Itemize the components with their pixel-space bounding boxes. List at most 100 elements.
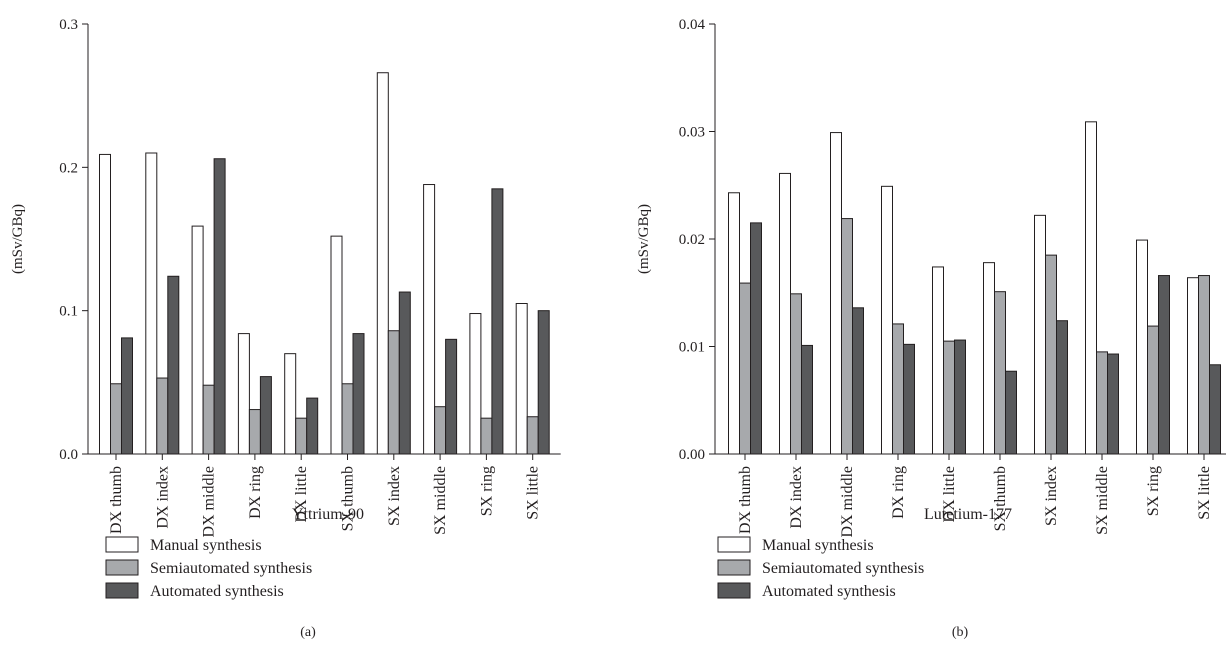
bar-manual-synthesis <box>515 303 528 455</box>
y-tick-label: 0.00 <box>679 447 705 463</box>
bar-semiautomated-synthesis <box>1147 325 1159 455</box>
category-label: DX little <box>941 466 958 522</box>
category-label: SX ring <box>1145 466 1162 516</box>
y-tick-label: 0.01 <box>679 340 705 356</box>
legend: Manual synthesis Semiautomated synthesis A… <box>717 536 924 600</box>
bar-semiautomated-synthesis <box>1198 275 1210 455</box>
bar-automated-synthesis <box>398 291 411 455</box>
y-tick-label: 0.02 <box>679 232 705 248</box>
panel-label: (a) <box>300 625 316 640</box>
category-label: SX thumb <box>992 466 1009 531</box>
bar-manual-synthesis <box>284 353 297 455</box>
bar-semiautomated-synthesis <box>790 293 802 455</box>
bar-automated-synthesis <box>903 343 915 455</box>
bar-manual-synthesis <box>830 132 842 455</box>
category-label: DX ring <box>247 466 264 519</box>
bar-semiautomated-synthesis <box>841 218 853 455</box>
bar-automated-synthesis <box>1107 353 1119 455</box>
bar-semiautomated-synthesis <box>202 384 215 455</box>
y-tick-label: 0.03 <box>679 125 705 141</box>
bar-manual-synthesis <box>330 235 343 455</box>
legend-swatch <box>717 559 751 576</box>
bar-automated-synthesis <box>121 337 133 455</box>
bar-semiautomated-synthesis <box>1045 254 1057 455</box>
bar-manual-synthesis <box>376 72 389 455</box>
legend-label: Semiautomated synthesis <box>150 560 312 577</box>
bar-semiautomated-synthesis <box>295 417 308 455</box>
chart-panel-b: 0.00 0.01 0.02 0.03 0.04 (mSv/GBq) DX thumb DX … <box>636 17 1226 640</box>
bar-manual-synthesis <box>1136 239 1148 455</box>
bar-semiautomated-synthesis <box>387 330 400 455</box>
bar-automated-synthesis <box>1005 370 1017 455</box>
bar-automated-synthesis <box>445 338 458 455</box>
bar-manual-synthesis <box>1187 277 1199 455</box>
bar-semiautomated-synthesis <box>156 377 169 455</box>
bar-semiautomated-synthesis <box>526 416 539 455</box>
legend-swatch <box>717 536 751 553</box>
legend-label: Manual synthesis <box>762 537 874 554</box>
y-tick-label: 0.1 <box>59 304 78 320</box>
bar-semiautomated-synthesis <box>434 406 447 455</box>
bar-manual-synthesis <box>99 153 111 455</box>
bar-automated-synthesis <box>491 188 504 455</box>
bar-semiautomated-synthesis <box>248 409 261 455</box>
legend-swatch <box>105 559 139 576</box>
legend: Manual synthesis Semiautomated synthesis A… <box>105 536 312 600</box>
y-tick-label: 0.0 <box>59 447 78 463</box>
category-label: DX thumb <box>108 466 125 534</box>
category-label: SX middle <box>432 466 449 535</box>
bar-automated-synthesis <box>1158 275 1170 455</box>
bar-semiautomated-synthesis <box>1096 351 1108 455</box>
bar-automated-synthesis <box>352 333 365 455</box>
legend-swatch <box>717 582 751 599</box>
category-label: DX middle <box>201 466 218 538</box>
category-label: DX little <box>293 466 310 522</box>
category-label: SX ring <box>478 466 495 516</box>
bar-manual-synthesis <box>237 333 250 455</box>
bar-manual-synthesis <box>1034 214 1046 455</box>
category-label: SX little <box>1196 466 1213 520</box>
legend-swatch <box>105 582 139 599</box>
bar-manual-synthesis <box>145 152 158 455</box>
bar-semiautomated-synthesis <box>739 282 751 455</box>
category-label: DX index <box>154 466 171 529</box>
bar-manual-synthesis <box>779 172 791 455</box>
bar-manual-synthesis <box>728 192 740 455</box>
bar-automated-synthesis <box>1209 364 1221 455</box>
bar-manual-synthesis <box>423 184 436 455</box>
bar-semiautomated-synthesis <box>892 323 904 455</box>
x-axis-label: Yttrium-90 <box>292 506 364 523</box>
category-label: SX thumb <box>340 466 357 531</box>
category-label: SX index <box>386 466 403 526</box>
bar-automated-synthesis <box>1056 320 1068 455</box>
y-tick-label: 0.2 <box>59 160 78 176</box>
category-label: DX index <box>788 466 805 529</box>
bar-semiautomated-synthesis <box>943 340 955 455</box>
category-label: SX middle <box>1094 466 1111 535</box>
bar-semiautomated-synthesis <box>110 383 122 455</box>
bar-semiautomated-synthesis <box>994 291 1006 455</box>
bar-manual-synthesis <box>881 185 893 455</box>
category-label: SX index <box>1043 466 1060 526</box>
legend-label: Automated synthesis <box>150 583 284 600</box>
bar-manual-synthesis <box>932 266 944 455</box>
bar-semiautomated-synthesis <box>341 383 354 455</box>
category-label: DX thumb <box>737 466 754 534</box>
bar-manual-synthesis <box>1085 121 1097 455</box>
bar-automated-synthesis <box>306 397 319 455</box>
category-label: DX middle <box>839 466 856 538</box>
y-tick-label: 0.04 <box>679 17 706 33</box>
bar-automated-synthesis <box>259 376 272 455</box>
legend-swatch <box>105 536 139 553</box>
category-label: DX ring <box>890 466 907 519</box>
x-axis-label: Lutetium-177 <box>924 506 1012 523</box>
chart-panel-a: 0.0 0.1 0.2 0.3 (mSv/GBq) DX thumb DX index DX … <box>10 17 561 640</box>
bar-automated-synthesis <box>167 275 180 455</box>
legend-label: Manual synthesis <box>150 537 262 554</box>
y-axis-label: (mSv/GBq) <box>10 204 26 274</box>
bar-automated-synthesis <box>954 339 966 455</box>
bar-automated-synthesis <box>852 307 864 455</box>
bar-automated-synthesis <box>213 158 226 455</box>
legend-label: Semiautomated synthesis <box>762 560 924 577</box>
